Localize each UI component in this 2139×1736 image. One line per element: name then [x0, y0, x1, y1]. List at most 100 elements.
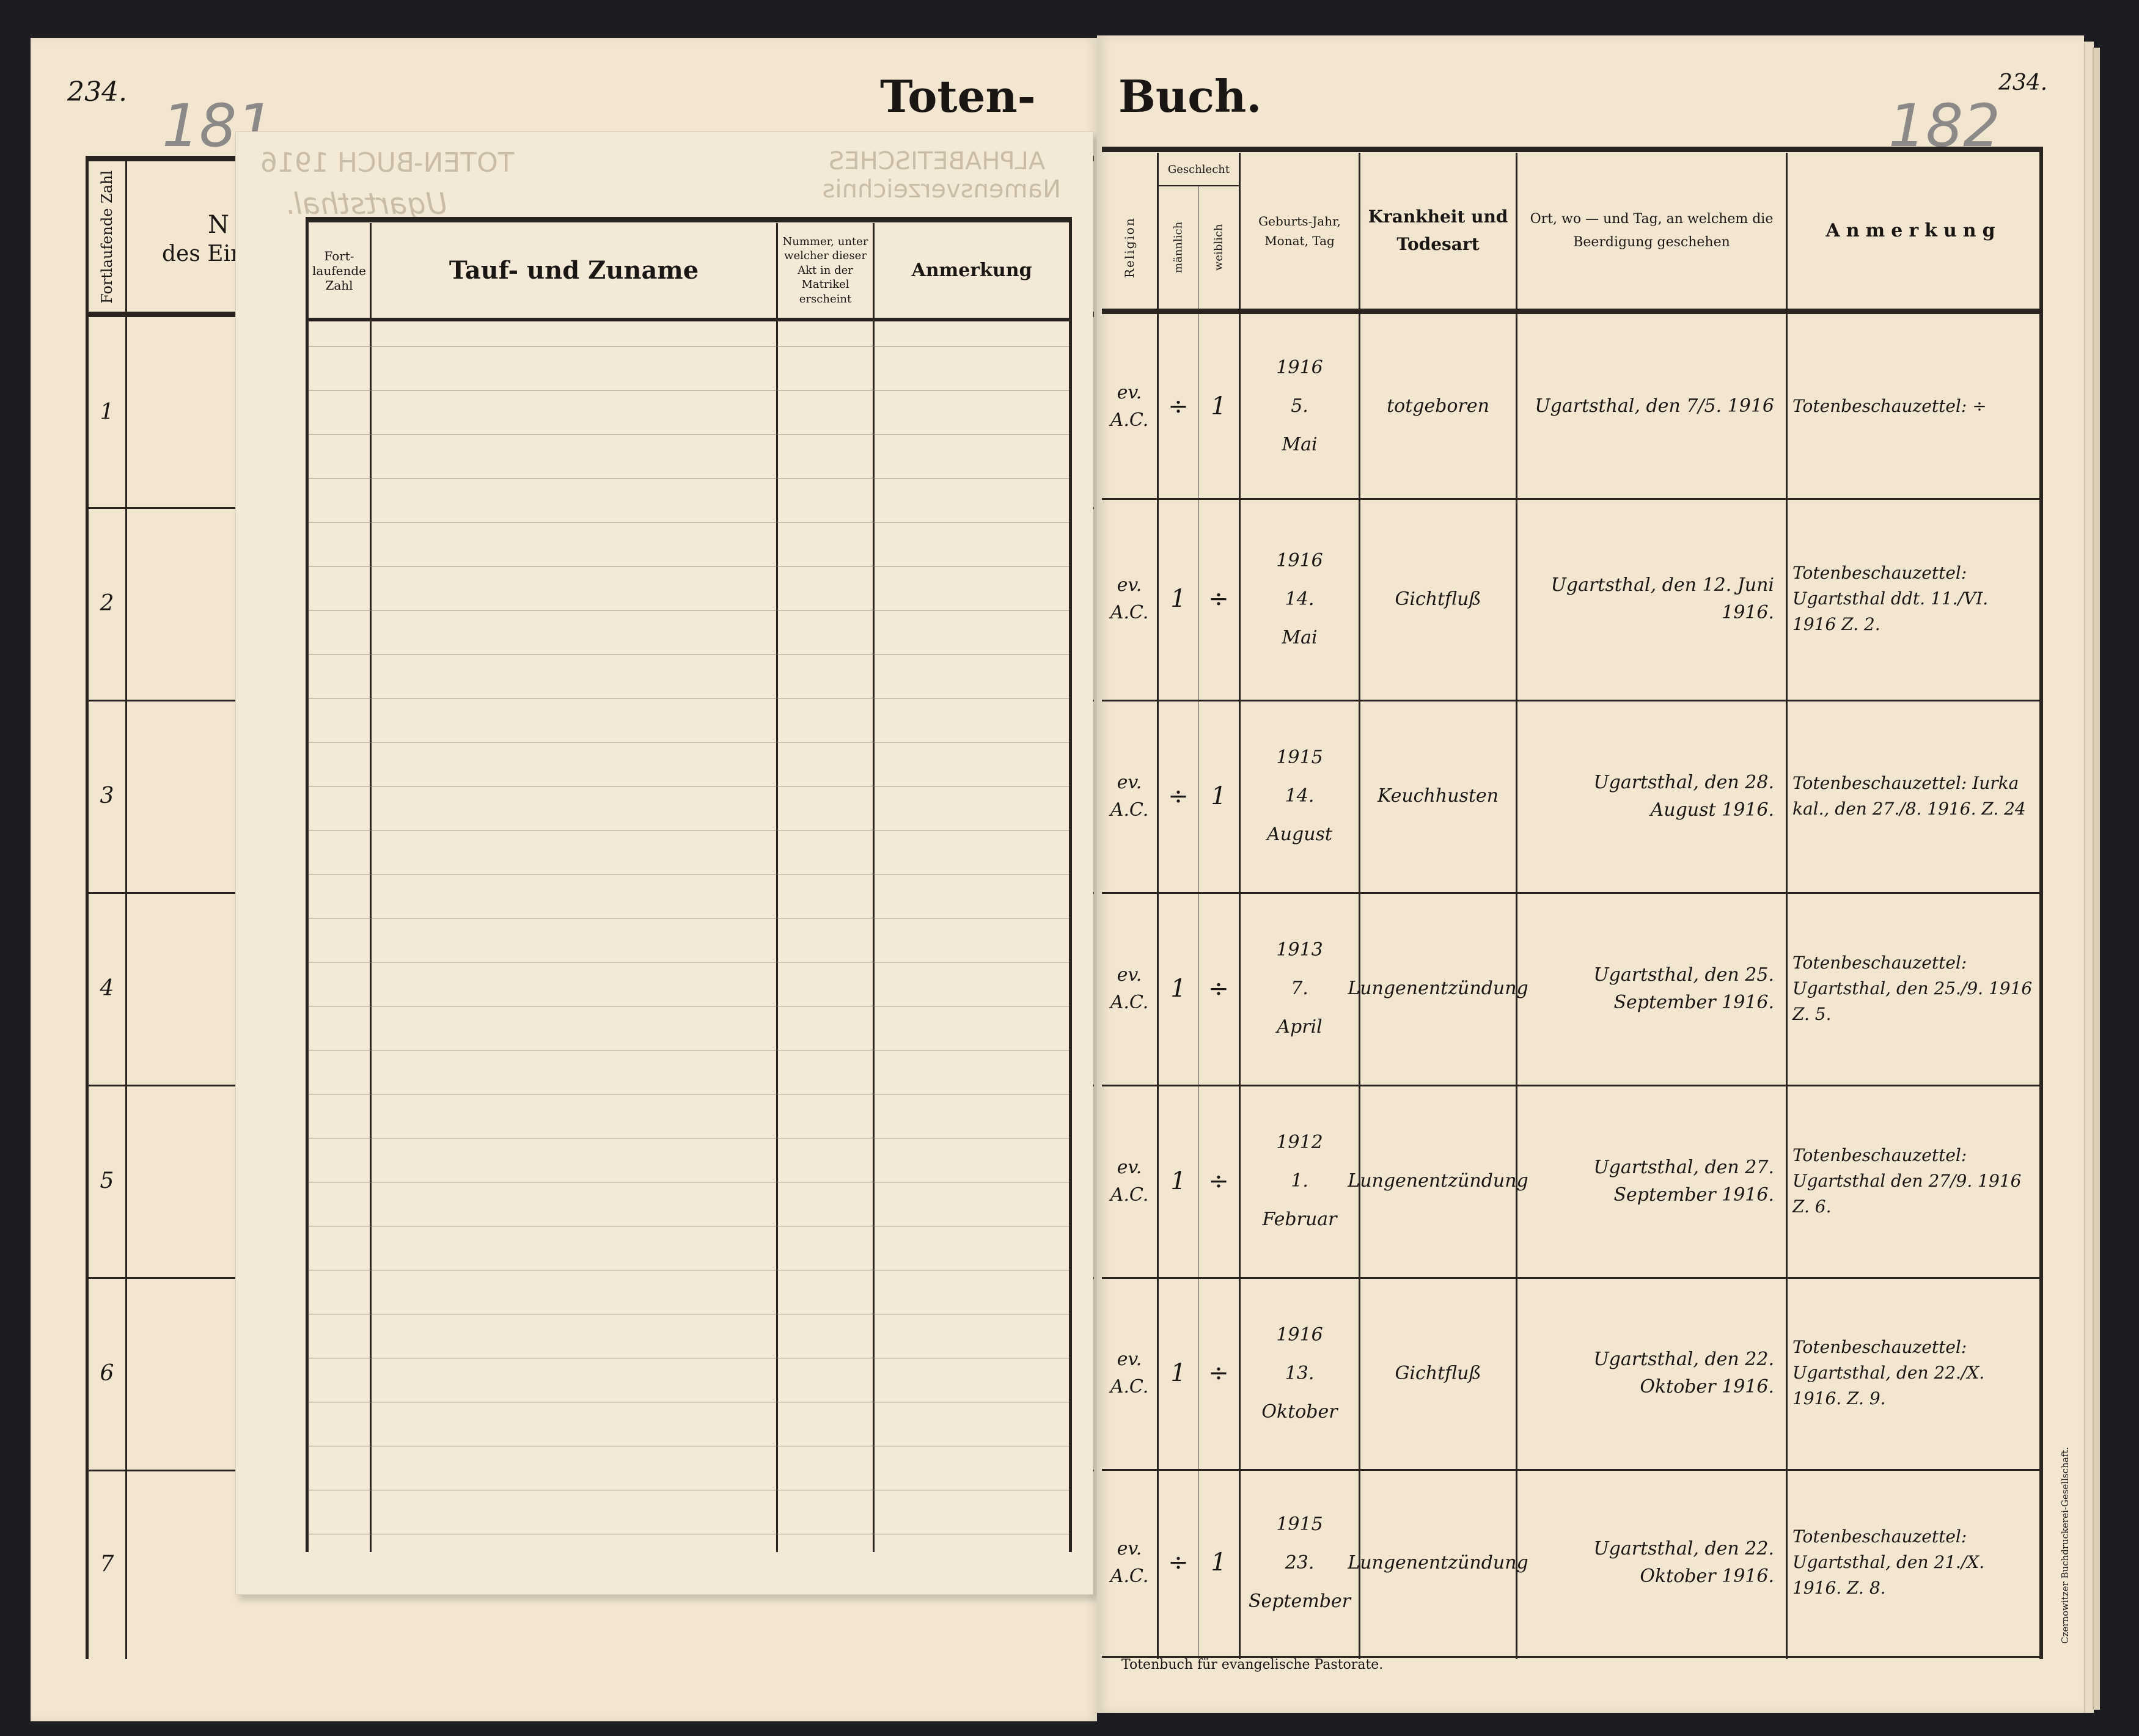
row-number: 7: [100, 1551, 114, 1577]
burial-cell: Ugartsthal, den 7/5. 1916: [1535, 395, 1774, 417]
index-header-remark: Anmerkung: [911, 260, 1032, 281]
birth-day: 1.: [1291, 1170, 1308, 1192]
index-header-number: Fort-laufende Zahl: [312, 248, 366, 293]
cause-cell: Keuchhusten: [1378, 785, 1499, 807]
cause-cell: totgeboren: [1387, 395, 1489, 417]
burial-cell: Ugartsthal, den 22. Oktober 1916.: [1593, 1538, 1774, 1587]
remark-cell: Totenbeschauzettel: Ugartsthal ddt. 11./…: [1792, 563, 1989, 634]
male-cell: ÷: [1168, 782, 1189, 810]
birth-day: 5.: [1291, 395, 1308, 417]
burial-cell: Ugartsthal, den 27. September 1916.: [1593, 1156, 1774, 1206]
birth-cell: 1915 14. August: [1241, 700, 1359, 892]
birth-year: 1915: [1276, 1513, 1323, 1535]
bleed-through-title: TOTEN-BUCH 1916: [260, 147, 515, 178]
row-divider: [1102, 892, 2043, 894]
right-page: [1097, 35, 2084, 1713]
birth-month: Oktober: [1261, 1401, 1338, 1423]
row-divider: [1102, 1469, 2043, 1471]
index-header-name: Tauf- und Zuname: [449, 256, 699, 285]
row-number: 5: [100, 1168, 114, 1193]
male-cell: 1: [1170, 585, 1186, 613]
birth-cell: 1916 13. Oktober: [1241, 1277, 1359, 1469]
birth-year: 1912: [1276, 1132, 1323, 1153]
birth-cell: 1916 14. Mai: [1241, 498, 1359, 700]
birth-cell: 1912 1. Februar: [1241, 1085, 1359, 1277]
book-title-left: Toten-: [880, 70, 1036, 122]
birth-day: 13.: [1285, 1362, 1315, 1384]
row-number: 2: [100, 590, 114, 616]
birth-month: Mai: [1282, 434, 1318, 455]
death-register-table: Religion Geschlecht männlich weiblich Ge…: [1102, 147, 2043, 1659]
birth-year: 1913: [1276, 939, 1323, 961]
birth-day: 7.: [1291, 978, 1308, 999]
header-remark: Anmerkung: [1825, 220, 2001, 241]
row-number: 4: [100, 975, 114, 1001]
burial-cell: Ugartsthal, den 12. Juni 1916.: [1550, 574, 1774, 623]
remark-cell: Totenbeschauzettel: Ugartsthal, den 25./…: [1792, 952, 2033, 1024]
row-divider: [1102, 700, 2043, 701]
birth-cell: 1916 5. Mai: [1241, 314, 1359, 498]
left-page-number: 234.: [67, 76, 127, 108]
burial-cell: Ugartsthal, den 28. August 1916.: [1593, 771, 1774, 821]
male-cell: 1: [1170, 974, 1186, 1003]
religion-cell: ev. A.C.: [1110, 1349, 1149, 1397]
left-header-name-1: N: [208, 211, 229, 239]
birth-day: 14.: [1285, 588, 1315, 610]
row-number: 6: [100, 1360, 114, 1386]
footer-imprint: Totenbuch für evangelische Pastorate.: [1121, 1657, 1384, 1672]
female-cell: ÷: [1208, 1359, 1229, 1387]
religion-cell: ev. A.C.: [1110, 381, 1149, 431]
female-cell: 1: [1211, 392, 1227, 420]
birth-day: 23.: [1285, 1551, 1315, 1573]
birth-cell: 1915 23. September: [1241, 1469, 1359, 1656]
religion-cell: ev. A.C.: [1110, 574, 1149, 623]
birth-year: 1916: [1276, 357, 1323, 378]
cause-cell: Lungenentzündung: [1348, 1170, 1528, 1192]
male-cell: ÷: [1168, 1548, 1189, 1577]
row-divider: [1102, 1277, 2043, 1279]
birth-month: April: [1277, 1016, 1323, 1038]
remark-cell: Totenbeschauzettel: Ugartsthal, den 22./…: [1792, 1337, 1985, 1408]
remark-cell: Totenbeschauzettel: Ugartsthal den 27/9.…: [1792, 1145, 2022, 1217]
male-cell: 1: [1170, 1166, 1186, 1195]
female-cell: ÷: [1208, 974, 1229, 1003]
bleed-through-place: Ugartsthal.: [285, 187, 447, 221]
remark-cell: Totenbeschauzettel: ÷: [1792, 395, 1987, 416]
female-cell: ÷: [1208, 585, 1229, 613]
header-cause: Krankheit und Todesart: [1368, 206, 1508, 254]
birth-year: 1916: [1276, 1324, 1323, 1346]
inserted-index-sheet: TOTEN-BUCH 1916 ALPHABETISCHES Namensver…: [235, 131, 1093, 1595]
birth-month: August: [1267, 824, 1332, 845]
right-page-number: 234.: [1998, 70, 2048, 95]
printer-imprint: Czernowitzer Buchdruckerei-Gesellschaft.: [2060, 1446, 2071, 1644]
remark-cell: Totenbeschauzettel: Iurka kal., den 27./…: [1792, 772, 2026, 819]
male-cell: 1: [1170, 1359, 1186, 1387]
female-cell: ÷: [1208, 1166, 1229, 1195]
page-edge: [2084, 42, 2094, 1713]
cause-cell: Lungenentzündung: [1348, 978, 1528, 999]
birth-month: Februar: [1262, 1209, 1337, 1230]
header-birth: Geburts-Jahr, Monat, Tag: [1258, 213, 1341, 248]
religion-cell: ev. A.C.: [1110, 964, 1149, 1013]
page-edge: [2093, 48, 2100, 1710]
header-religion: Religion: [1122, 217, 1137, 278]
burial-cell: Ugartsthal, den 22. Oktober 1916.: [1593, 1349, 1774, 1397]
row-number: 3: [100, 783, 114, 808]
book-title-right: Buch.: [1118, 70, 1262, 122]
row-divider: [1102, 1085, 2043, 1086]
remark-cell: Totenbeschauzettel: Ugartsthal, den 21./…: [1792, 1526, 1985, 1598]
religion-cell: ev. A.C.: [1110, 1538, 1149, 1587]
header-male: männlich: [1172, 221, 1185, 274]
cause-cell: Gichtfluß: [1395, 588, 1481, 610]
cause-cell: Lungenentzündung: [1348, 1551, 1528, 1573]
row-divider: [1102, 498, 2043, 500]
cause-cell: Gichtfluß: [1395, 1362, 1481, 1384]
index-header-matrikel: Nummer, unter welcher dieser Akt in der …: [782, 235, 868, 306]
header-sex: Geschlecht: [1167, 163, 1230, 176]
birth-year: 1915: [1276, 747, 1323, 768]
religion-cell: ev. A.C.: [1110, 1156, 1149, 1206]
birth-cell: 1913 7. April: [1241, 892, 1359, 1085]
row-number: 1: [100, 399, 114, 425]
religion-cell: ev. A.C.: [1110, 771, 1149, 821]
female-cell: 1: [1211, 782, 1227, 810]
